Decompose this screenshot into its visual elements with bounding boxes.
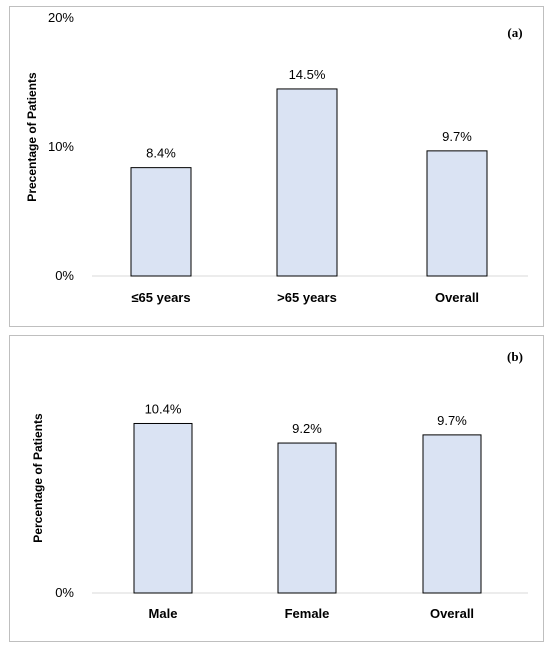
bar-a-3 [426,150,488,277]
category-label-a-3: Overall [435,290,479,305]
data-label-a-3: 9.7% [442,129,472,144]
bar-b-1 [133,422,193,594]
y-tick-label-a: 0% [55,268,74,283]
y-tick-label-a: 10% [48,139,74,154]
chart-b-svg: 0% Percentage of Patients (b) 10.4% Male 9.2%… [31,349,528,621]
data-label-a-2: 14.5% [289,67,326,82]
category-label-b-3: Overall [430,606,474,621]
bar-a-1 [130,167,192,277]
data-label-b-1: 10.4% [145,401,182,416]
y-tick-label-b: 0% [55,585,74,600]
bar-b-2 [277,442,337,594]
category-label-a-2: >65 years [277,290,337,305]
y-tick-label-a: 20% [48,10,74,25]
data-label-b-2: 9.2% [292,421,322,436]
panel-label-b: (b) [507,349,523,364]
data-label-a-1: 8.4% [146,146,176,161]
bar-b-3 [422,434,482,594]
y-axis-title-b: Percentage of Patients [31,413,45,543]
bar-a-2 [276,88,338,277]
y-axis-title-a: Precentage of Patients [25,72,39,202]
data-label-b-3: 9.7% [437,413,467,428]
chart-a-svg: 0% 10% 20% Precentage of Patients (a) 8.4% ≤65… [25,10,528,305]
category-label-a-1: ≤65 years [131,290,190,305]
chart-panel-b: 0% Percentage of Patients (b) 10.4% Male 9.2%… [9,335,544,642]
category-label-b-2: Female [285,606,330,621]
panel-label-a: (a) [507,25,522,40]
category-label-b-1: Male [149,606,178,621]
chart-panel-a: 0% 10% 20% Precentage of Patients (a) 8.4% ≤65… [9,6,544,327]
